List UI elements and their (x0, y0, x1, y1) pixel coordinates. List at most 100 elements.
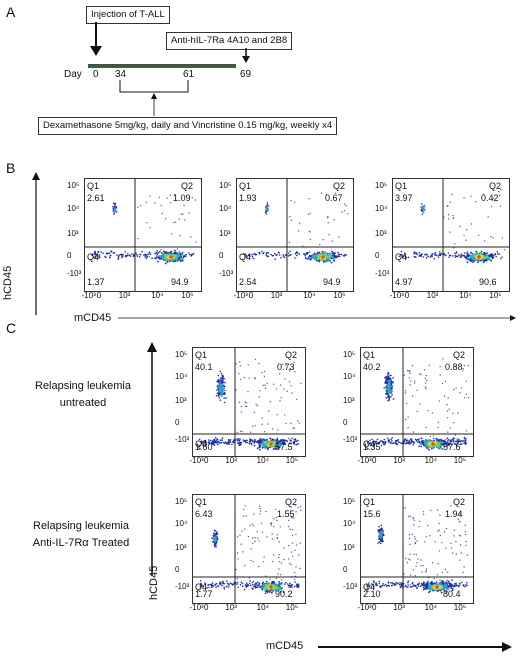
quadrant-value-q2: 0.42 (481, 193, 499, 203)
x-tick-label: -10³ (189, 603, 204, 612)
injection-box: Injection of T-ALL (86, 6, 170, 24)
y-tick-label: 10⁴ (219, 204, 232, 214)
flow-plot-area: Q1 1.93 Q2 0.67 Q4 2.54 94.9 (236, 178, 354, 292)
scatter-points (85, 179, 201, 291)
panel-letter-c: C (6, 320, 17, 336)
day-61: 61 (183, 69, 195, 80)
y-tick-label: 10⁴ (343, 372, 356, 382)
x-tick-label: 10⁵ (181, 291, 194, 300)
scatter-points (237, 179, 353, 291)
y-tick-label: 10⁴ (343, 519, 356, 529)
quadrant-value-q2: 0.88 (445, 362, 463, 372)
x-tick-label: 10⁴ (256, 603, 270, 612)
x-tick-label: 10³ (270, 291, 283, 300)
quadrant-value-q1: 2.61 (87, 193, 105, 203)
y-tick-label: 10⁵ (343, 496, 356, 506)
x-tick-label: -10³ (389, 291, 404, 300)
x-tick-label: 10⁴ (303, 291, 316, 300)
timeline-diagram (88, 22, 250, 116)
y-tick-label: 0 (343, 564, 348, 574)
b-x-arrow (118, 315, 516, 321)
quadrant-label-q1: Q1 (363, 497, 376, 507)
flow-plot-area: Q1 40.2 Q2 0.88 Q4 1.35 57.6 (360, 347, 474, 457)
x-tick-label: -10³ (233, 291, 248, 300)
x-tick-label: -10³ (81, 291, 96, 300)
x-tick-label: 10⁵ (285, 603, 299, 612)
y-tick-label: -10³ (67, 269, 82, 279)
b-y-arrow (32, 172, 40, 315)
y-tick-label: -10³ (343, 434, 358, 444)
x-tick-label: 10⁵ (489, 291, 502, 300)
quadrant-label-q1: Q1 (363, 350, 376, 360)
y-tick-label: 10⁵ (375, 180, 388, 190)
x-tick-label: 10⁵ (453, 603, 467, 612)
quadrant-value-q1: 6.43 (195, 509, 213, 519)
quadrant-value-q4: 1.35 (363, 442, 381, 452)
y-tick-label: -10³ (343, 581, 358, 591)
quadrant-value-q1: 1.93 (239, 193, 257, 203)
y-tick-label: 10³ (175, 396, 187, 405)
c-y-arrow (147, 342, 157, 576)
x-tick-label: 10⁴ (424, 456, 438, 465)
y-tick-label: 0 (343, 417, 348, 427)
quadrant-value-q3: 57.5 (275, 442, 293, 452)
y-tick-label: 10³ (343, 543, 355, 552)
panel-letter-a: A (6, 4, 16, 20)
y-tick-label: 10⁴ (375, 204, 388, 214)
quadrant-label-q2: Q2 (333, 181, 346, 191)
x-tick-label: 10³ (225, 603, 237, 612)
quadrant-label-q4: Q4 (195, 439, 208, 449)
flow-plot-area: Q1 40.1 Q2 0.73 Q4 1.60 57.5 (192, 347, 306, 457)
flow-plot-area: Q1 2.61 Q2 1.09 Q4 1.37 94.9 (84, 178, 202, 292)
y-tick-label: 10⁴ (175, 519, 188, 529)
day-label: Day (64, 69, 82, 80)
c-x-label: mCD45 (266, 640, 304, 652)
x-tick-label: 0 (204, 456, 209, 465)
y-tick-label: -10³ (175, 581, 190, 591)
quadrant-value-q4: 2.10 (363, 589, 381, 599)
quadrant-value-q4: 1.77 (195, 589, 213, 599)
quadrant-label-q1: Q1 (195, 350, 208, 360)
y-tick-label: 10⁴ (175, 372, 188, 382)
quadrant-label-q4: Q4 (87, 252, 100, 262)
quadrant-label-q2: Q2 (285, 497, 298, 507)
quadrant-value-q4: 4.97 (395, 277, 413, 287)
y-tick-label: 0 (375, 251, 380, 261)
flow-plot-area: Q1 3.97 Q2 0.42 Q4 4.97 90.6 (392, 178, 510, 292)
quadrant-value-q1: 3.97 (395, 193, 413, 203)
x-tick-label: 10⁴ (459, 291, 472, 300)
y-tick-label: 10⁵ (67, 180, 80, 190)
quadrant-value-q3: 90.2 (275, 589, 293, 599)
panel-letter-b: B (6, 160, 16, 176)
y-tick-label: 10⁵ (219, 180, 232, 190)
x-tick-label: 0 (372, 456, 377, 465)
x-tick-label: 10³ (225, 456, 237, 465)
x-tick-label: -10³ (189, 456, 204, 465)
quadrant-value-q1: 40.2 (363, 362, 381, 372)
quadrant-label-q4: Q4 (395, 252, 408, 262)
scatter-points (361, 495, 473, 603)
row-label-treated-line2: Anti-IL-7Rα Treated (32, 537, 130, 549)
quadrant-value-q3: 90.6 (479, 277, 497, 287)
x-tick-label: 10⁵ (285, 456, 299, 465)
scatter-points (193, 495, 305, 603)
quadrant-label-q4: Q4 (363, 439, 376, 449)
c-y-label: hCD45 (148, 565, 160, 600)
quadrant-label-q4: Q4 (239, 252, 252, 262)
quadrant-value-q1: 40.1 (195, 362, 213, 372)
y-tick-label: -10³ (219, 269, 234, 279)
x-tick-label: 10³ (393, 456, 405, 465)
y-tick-label: 0 (175, 417, 180, 427)
b-x-label: mCD45 (74, 312, 112, 324)
x-tick-label: 10³ (118, 291, 131, 300)
chemo-box: Dexamethasone 5mg/kg, daily and Vincrist… (38, 117, 338, 135)
quadrant-value-q1: 15.6 (363, 509, 381, 519)
quadrant-value-q2: 0.67 (325, 193, 343, 203)
x-tick-label: 0 (204, 603, 209, 612)
quadrant-label-q2: Q2 (453, 497, 466, 507)
quadrant-label-q1: Q1 (87, 181, 100, 191)
quadrant-value-q2: 1.55 (277, 509, 295, 519)
y-tick-label: 0 (67, 251, 72, 261)
x-tick-label: 0 (96, 291, 102, 300)
y-tick-label: 0 (175, 564, 180, 574)
